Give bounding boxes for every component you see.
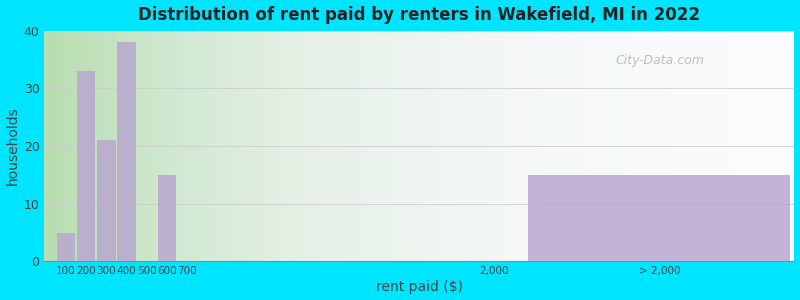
Bar: [158, 175, 176, 261]
Bar: [529, 175, 790, 261]
Bar: [97, 140, 116, 261]
Text: City-Data.com: City-Data.com: [615, 54, 704, 67]
Bar: [77, 71, 95, 261]
X-axis label: rent paid ($): rent paid ($): [376, 280, 463, 294]
Bar: [57, 232, 75, 261]
Y-axis label: households: households: [6, 107, 19, 185]
Bar: [118, 42, 136, 261]
Title: Distribution of rent paid by renters in Wakefield, MI in 2022: Distribution of rent paid by renters in …: [138, 6, 701, 24]
